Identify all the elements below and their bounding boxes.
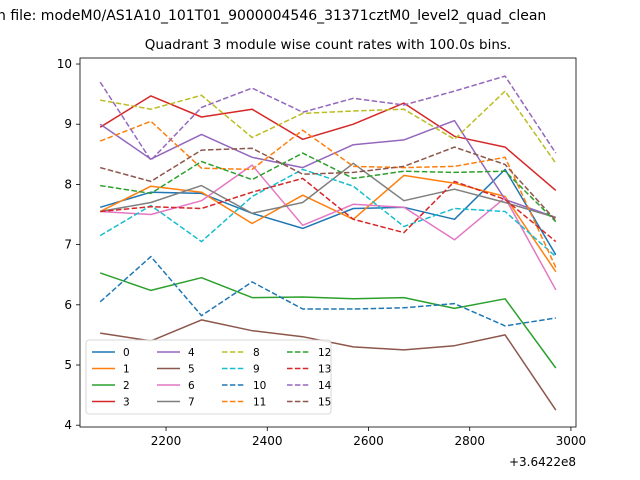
chart-title: Quadrant 3 module wise count rates with … [145,37,511,53]
x-tick-label: 2400 [252,434,283,448]
legend-box [85,339,332,415]
legend-label-2: 2 [123,380,130,392]
series-layer [99,75,557,411]
series-line-2 [99,272,557,369]
series-line-3 [99,95,557,191]
y-tick-label: 4 [64,418,72,432]
axes-frame [79,57,577,428]
series-line-10 [99,255,556,327]
x-tick-label: 2200 [151,434,182,448]
x-tick-label: 2800 [454,434,485,448]
legend-label-6: 6 [188,380,195,392]
legend-label-8: 8 [253,347,260,359]
legend-label-12: 12 [318,347,331,359]
legend-label-1: 1 [123,364,130,376]
series-line-0 [99,168,557,256]
legend-label-0: 0 [123,347,130,359]
legend-label-9: 9 [253,364,260,376]
figure-suptitle: n file: modeM0/AS1A10_101T01_9000004546_… [0,8,546,24]
legend-label-11: 11 [253,397,266,409]
series-line-8 [100,90,557,164]
series-line-15 [100,146,557,222]
series-line-14 [99,75,557,162]
series-line-4 [99,119,557,219]
series-line-11 [99,120,557,268]
series-line-13 [100,177,557,243]
series-line-7 [100,162,557,219]
series-line-12 [100,152,557,223]
legend-label-5: 5 [188,364,195,376]
legend-label-10: 10 [253,380,266,392]
y-tick-label: 9 [64,117,72,131]
y-tick-label: 7 [64,238,72,252]
legend-label-3: 3 [123,397,130,409]
legend-label-7: 7 [188,397,195,409]
y-tick-label: 10 [57,57,72,71]
legend-label-14: 14 [318,380,332,392]
x-tick-label: 3000 [556,434,587,448]
legend-label-15: 15 [318,397,331,409]
y-tick-label: 8 [64,177,72,191]
legend-label-13: 13 [318,364,331,376]
legend-label-4: 4 [188,347,195,359]
y-tick-label: 5 [64,358,72,372]
x-offset-label: +3.6422e8 [509,455,576,469]
y-tick-label: 6 [64,298,72,312]
series-line-9 [99,168,557,258]
x-tick-label: 2600 [353,434,384,448]
